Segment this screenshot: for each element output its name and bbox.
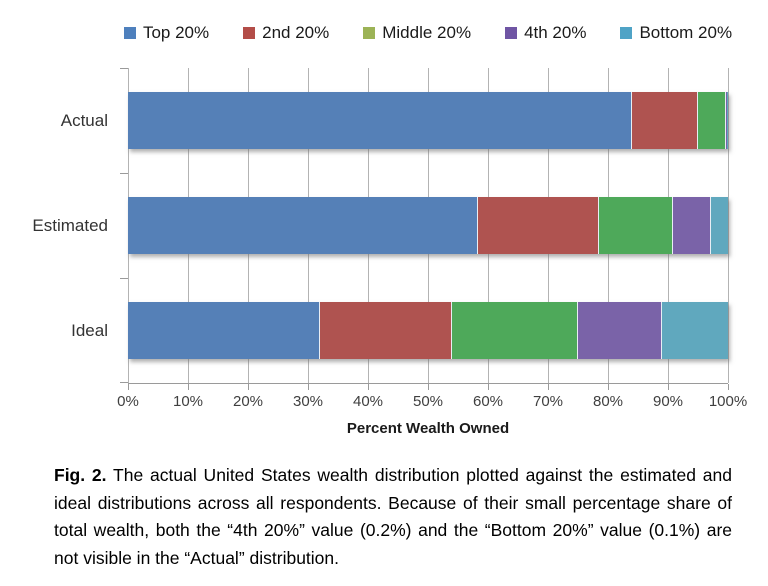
category-label-ideal: Ideal [71, 320, 108, 340]
x-tick-label-40: 40% [352, 393, 384, 410]
bar-segment-ideal-top-20 [128, 302, 320, 359]
x-axis-tick-40 [368, 384, 369, 390]
bar-segment-ideal-4th-20 [578, 302, 663, 359]
legend-label-2nd-20: 2nd 20% [262, 23, 330, 42]
gridline-100 [727, 68, 729, 383]
category-axis-tick [120, 382, 128, 383]
legend-swatch-bottom-20 [620, 27, 633, 39]
legend-item-top-20: Top 20% [123, 23, 210, 43]
legend-label-bottom-20: Bottom 20% [639, 23, 733, 42]
bar-segment-estimated-top-20 [128, 197, 478, 254]
legend-swatch-4th-20 [505, 27, 518, 39]
stacked-bar-ideal [128, 302, 728, 359]
category-label-actual: Actual [60, 110, 108, 130]
stacked-bar-actual [128, 92, 728, 149]
figure-caption: Fig. 2. The actual United States wealth … [54, 462, 732, 572]
x-axis-tick-100 [728, 384, 729, 390]
bar-segment-ideal-middle-20 [451, 302, 578, 359]
bar-segment-actual-middle-20 [698, 92, 727, 149]
x-axis-tick-30 [308, 384, 309, 390]
x-axis-tick-70 [548, 384, 549, 390]
x-tick-label-100: 100% [708, 393, 748, 410]
caption-text: The actual United States wealth distribu… [54, 465, 732, 568]
x-tick-label-70: 70% [532, 393, 564, 410]
chart-legend: Top 20% 2nd 20% Middle 20% 4th 20% Bottom 20… [123, 22, 732, 44]
x-axis-tick-80 [608, 384, 609, 390]
x-axis-tick-20 [248, 384, 249, 390]
legend-swatch-top-20 [123, 27, 136, 39]
bar-segment-ideal-2nd-20 [319, 302, 452, 359]
x-tick-label-30: 30% [292, 393, 324, 410]
x-tick-label-0: 0% [117, 393, 139, 410]
category-axis-tick [120, 173, 128, 174]
legend-item-2nd-20: 2nd 20% [243, 23, 329, 43]
wealth-distribution-chart: Percent Wealth Owned 0% 10% 20% 30% 40% 50% 60… [0, 68, 768, 450]
stacked-bar-estimated [128, 197, 728, 254]
x-axis-tick-0 [128, 384, 129, 390]
x-tick-label-60: 60% [472, 393, 504, 410]
x-axis-tick-10 [188, 384, 189, 390]
figure-label: Fig. 2. [54, 465, 107, 485]
category-axis-tick [120, 278, 128, 279]
x-axis-tick-50 [428, 384, 429, 390]
bar-segment-actual-2nd-20 [631, 92, 699, 149]
bar-segment-actual-top-20 [128, 92, 632, 149]
x-tick-label-80: 80% [592, 393, 624, 410]
bar-segment-actual-4th-20 [726, 92, 728, 149]
category-label-estimated: Estimated [32, 215, 108, 235]
bar-segment-actual-bottom-20 [727, 92, 728, 149]
x-tick-label-90: 90% [652, 393, 684, 410]
bar-segment-estimated-2nd-20 [477, 197, 600, 254]
bar-segment-estimated-bottom-20 [711, 197, 728, 254]
legend-item-bottom-20: Bottom 20% [620, 23, 732, 43]
x-tick-label-20: 20% [232, 393, 264, 410]
x-axis-title: Percent Wealth Owned [346, 420, 510, 437]
legend-label-4th-20: 4th 20% [524, 23, 587, 42]
legend-swatch-middle-20 [363, 27, 376, 39]
bar-segment-estimated-middle-20 [599, 197, 673, 254]
x-tick-label-10: 10% [172, 393, 204, 410]
legend-label-middle-20: Middle 20% [382, 23, 472, 42]
x-tick-label-50: 50% [412, 393, 444, 410]
category-axis-tick [120, 68, 128, 69]
bar-segment-ideal-bottom-20 [662, 302, 728, 359]
legend-swatch-2nd-20 [243, 27, 256, 39]
plot-area [120, 68, 729, 384]
legend-item-4th-20: 4th 20% [505, 23, 586, 43]
legend-item-middle-20: Middle 20% [363, 23, 471, 43]
x-axis-tick-90 [668, 384, 669, 390]
bar-segment-estimated-4th-20 [672, 197, 712, 254]
x-axis-tick-60 [488, 384, 489, 390]
legend-label-top-20: Top 20% [142, 23, 210, 42]
